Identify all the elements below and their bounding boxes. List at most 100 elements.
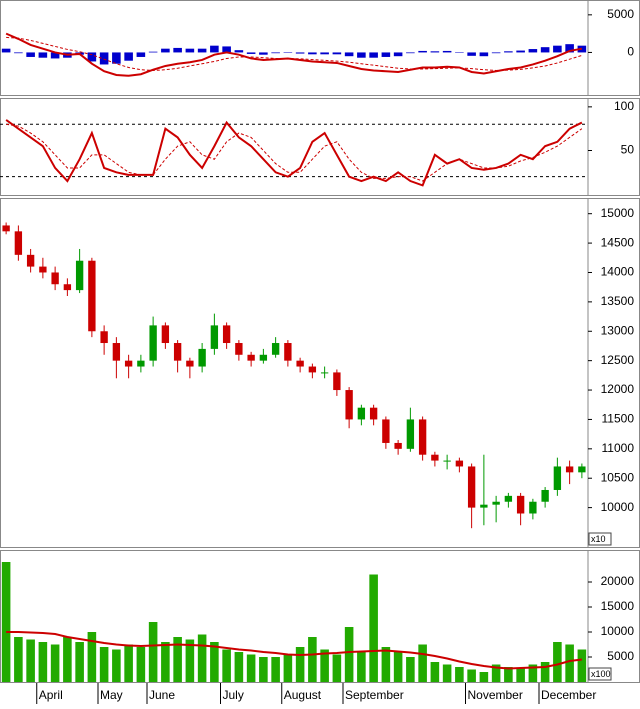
volume-bar [112, 649, 121, 682]
candle-body [14, 231, 23, 255]
histogram-bar [393, 52, 403, 57]
candle-body [443, 460, 451, 462]
volume-bar [99, 647, 109, 682]
unit-box [588, 532, 612, 546]
histogram-bar [87, 52, 97, 62]
y-tick-label: 10000 [601, 500, 635, 514]
histogram-bar [99, 52, 109, 65]
histogram-bar [14, 52, 23, 54]
volume-bar [197, 634, 207, 682]
indicator-line [6, 36, 583, 71]
volume-bar [369, 574, 378, 682]
candle-body [222, 325, 231, 344]
histogram-bar [381, 52, 391, 57]
volume-bar [50, 644, 60, 682]
volume-bar [234, 652, 244, 682]
y-tick-label: 15000 [601, 599, 635, 613]
histogram-bar [1, 48, 11, 53]
candle-body [492, 501, 500, 505]
volume-bar [124, 644, 133, 682]
histogram-bar [442, 50, 452, 53]
candle-body [2, 225, 10, 232]
candle-body [431, 454, 439, 461]
volume-bar [14, 637, 23, 682]
candle-body [63, 284, 72, 291]
volume-bar [161, 642, 170, 682]
histogram-bar [344, 52, 354, 57]
volume-bar [491, 664, 501, 682]
histogram-bar [124, 52, 133, 61]
y-tick-label: 12500 [601, 353, 635, 367]
candle-body [541, 489, 549, 502]
y-tick-label: 20000 [601, 574, 635, 588]
candle-body [26, 254, 35, 267]
volume-bar [185, 639, 195, 682]
volume-bar [283, 654, 293, 682]
y-tick-label: 14500 [601, 235, 635, 249]
candle-body [149, 325, 157, 361]
volume-bar [467, 669, 476, 682]
histogram-bar [161, 48, 170, 53]
volume-bar [136, 647, 146, 682]
histogram-bar [148, 51, 158, 53]
indicator-line [5, 119, 583, 187]
candle-body [382, 419, 390, 443]
candle-body [75, 260, 84, 291]
y-tick-label: 11000 [602, 441, 635, 455]
candle-body [247, 354, 255, 361]
histogram-bar [553, 45, 562, 53]
volume-bar [271, 657, 280, 682]
histogram-bar [504, 51, 513, 53]
candle-body [284, 343, 292, 361]
candle-body [529, 501, 537, 514]
histogram-bar [357, 52, 366, 58]
volume-bar [332, 654, 342, 682]
volume-bar [26, 639, 35, 682]
x-tick-label: November [468, 688, 523, 702]
histogram-bar [540, 47, 550, 53]
histogram-bar [26, 52, 35, 57]
volume-bar [442, 664, 452, 682]
candle-body [320, 372, 329, 374]
unit-box [588, 667, 612, 681]
candle-body [39, 266, 47, 273]
indicator-line [6, 631, 582, 670]
histogram-bar [332, 52, 342, 55]
y-tick-label: 12000 [601, 382, 635, 396]
histogram-bar [418, 50, 427, 53]
volume-bar [504, 667, 513, 682]
histogram-bar [271, 52, 280, 54]
histogram-bar [295, 52, 305, 54]
candle-body [406, 419, 415, 449]
y-tick-label: 10000 [601, 624, 635, 638]
volume-bar [393, 652, 403, 682]
candle-body [516, 495, 525, 514]
histogram-bar [516, 50, 525, 53]
histogram-bar [136, 52, 146, 57]
candle-body [553, 466, 562, 490]
volume-bar [210, 642, 219, 682]
volume-bar [528, 664, 538, 682]
histogram-bar [197, 48, 207, 53]
volume-bar [259, 657, 268, 682]
volume-bar [222, 649, 231, 682]
x-tick-label: September [345, 688, 404, 702]
histogram-bar [308, 52, 317, 55]
histogram-bar [259, 52, 268, 55]
volume-bar [479, 672, 489, 682]
candle-body [333, 372, 341, 391]
x-tick-label: June [149, 688, 175, 702]
histogram-bar [222, 46, 231, 53]
y-tick-label: 13000 [601, 323, 635, 337]
candle-body [455, 460, 464, 467]
candle-body [137, 360, 145, 367]
y-tick-label: 15000 [601, 206, 635, 220]
y-tick-label: 13500 [601, 294, 635, 308]
volume-bar [430, 662, 440, 682]
y-tick-label: 50 [621, 143, 635, 157]
volume-bar [38, 642, 48, 682]
x-tick-label: May [100, 688, 123, 702]
histogram-bar [185, 48, 195, 53]
candle-body [210, 325, 219, 349]
